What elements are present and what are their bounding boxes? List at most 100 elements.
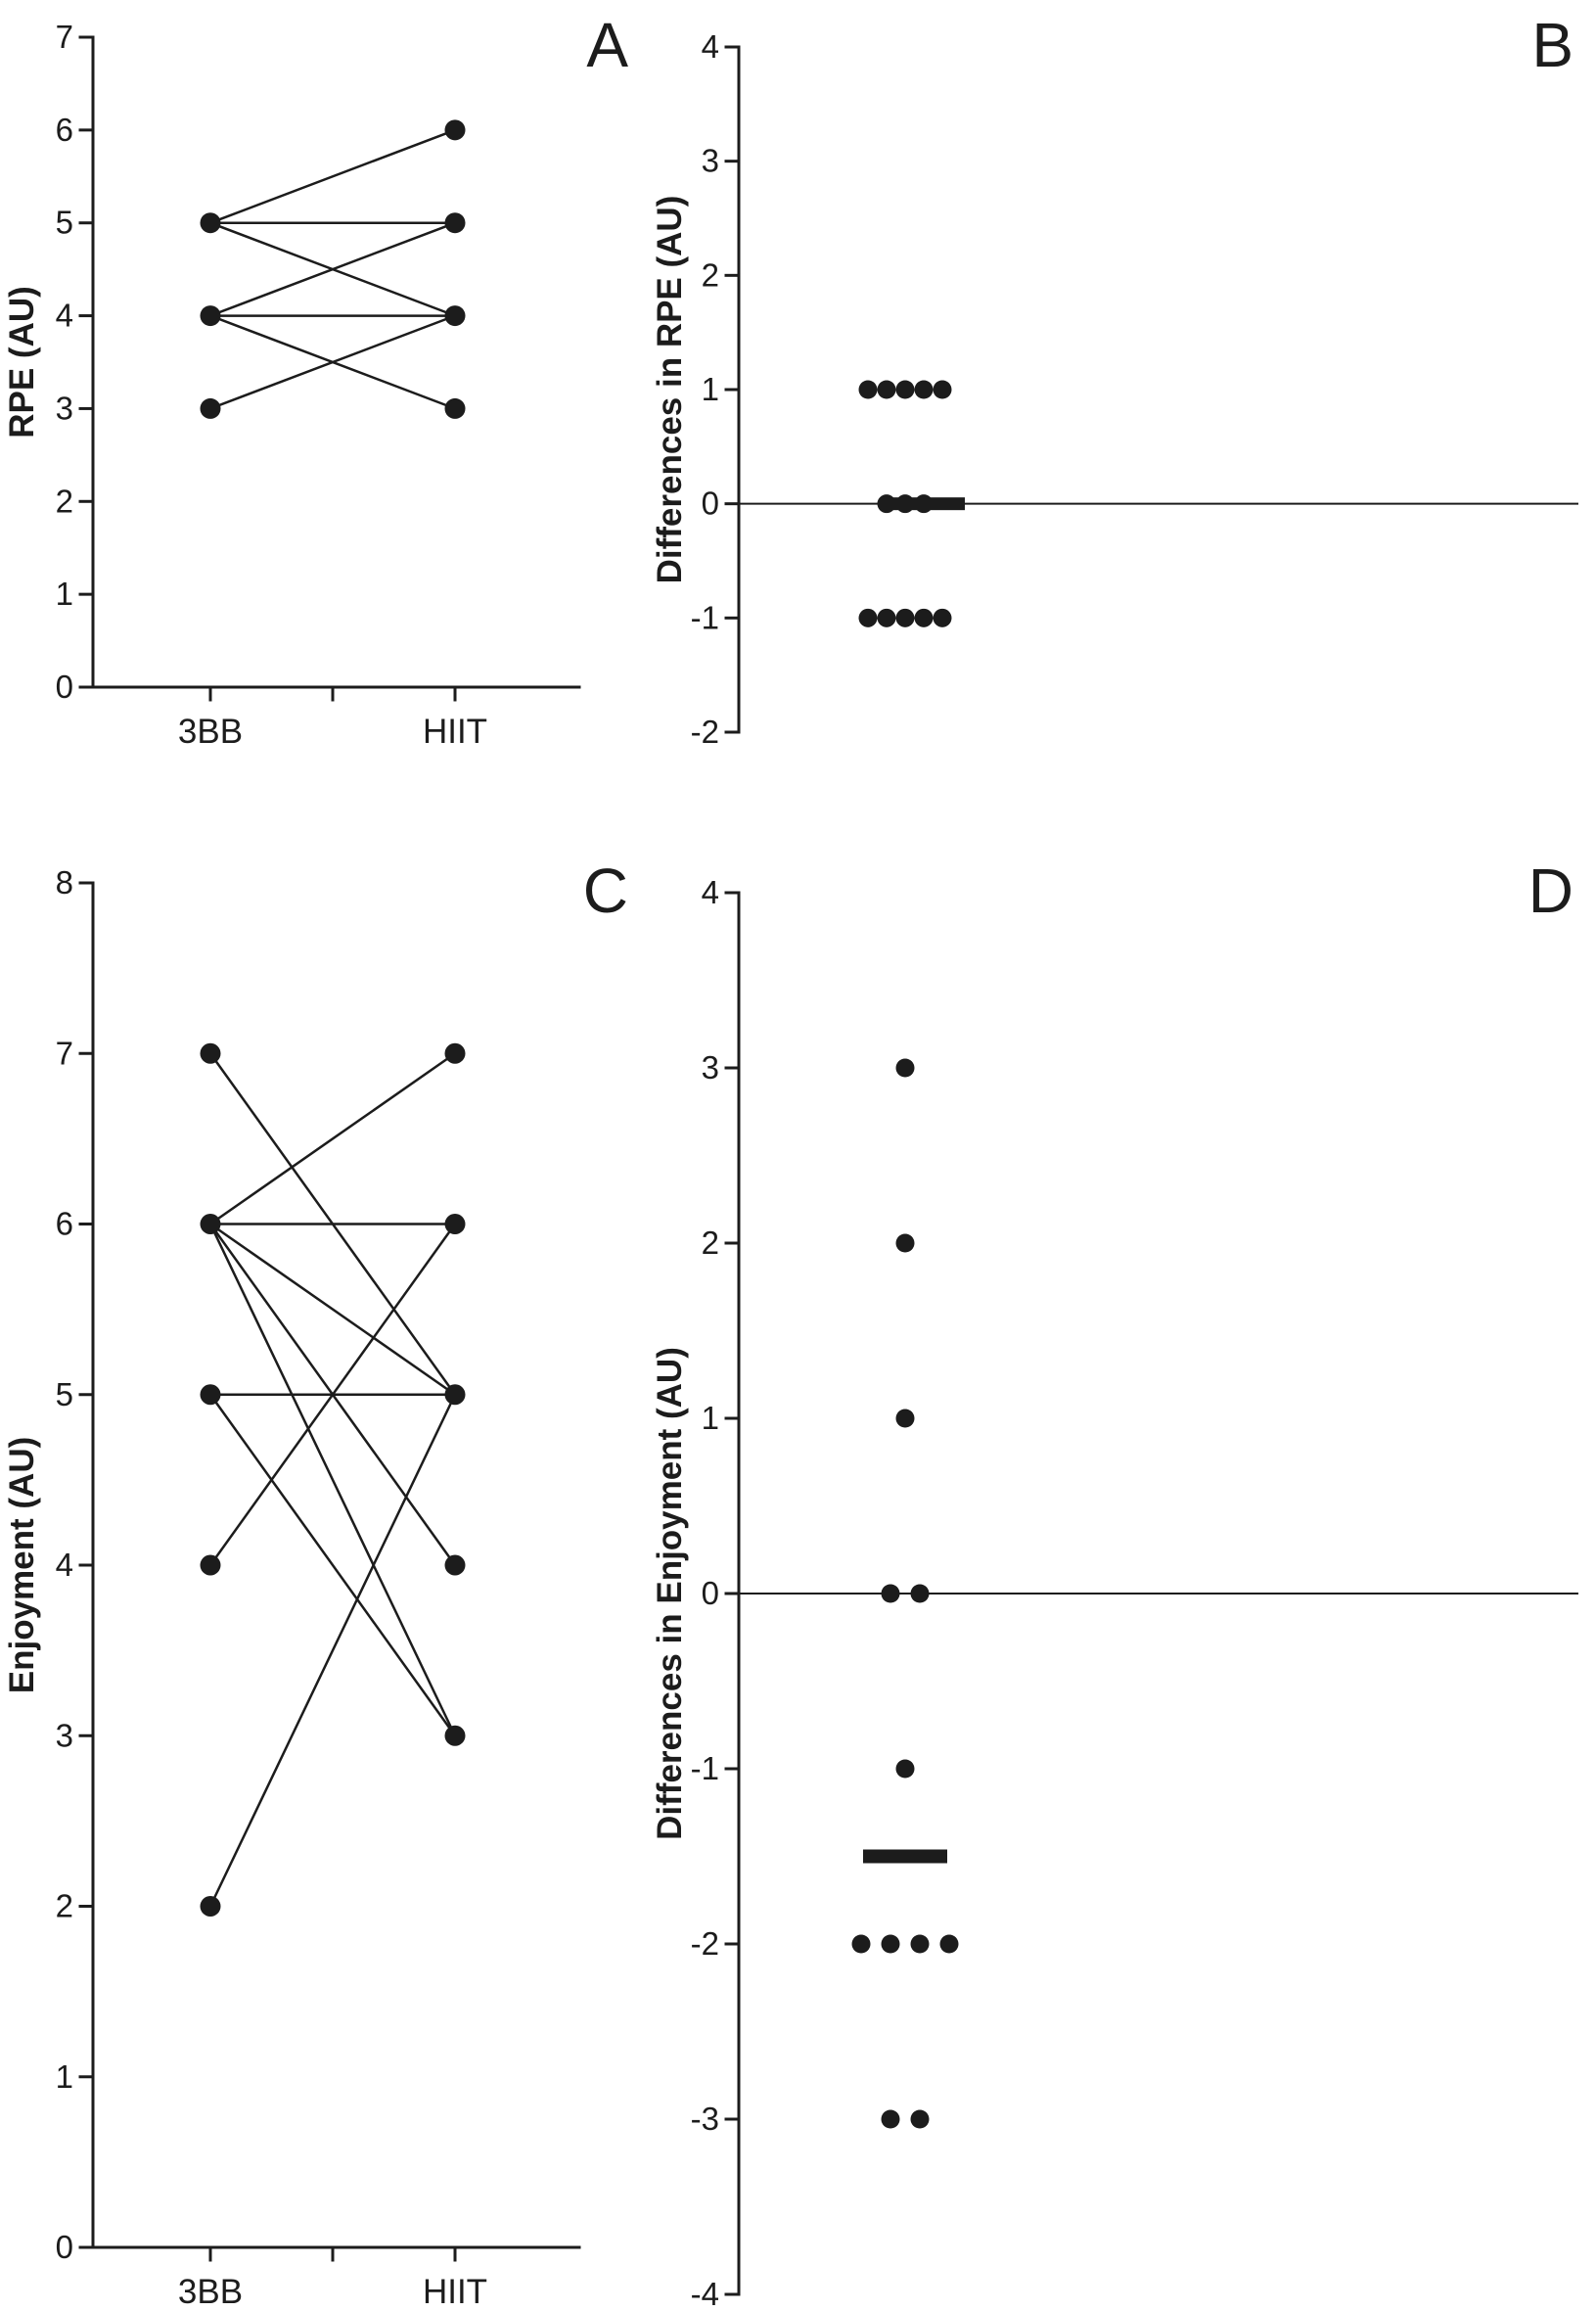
data-point: [200, 212, 221, 234]
chart-A: 0 1 2 3 4 5 6 7 RPE (AU) A 3BB HIIT: [3, 10, 628, 751]
panel-rpe-differences: -2 -1 0 1 2 3 4 Differences in RPE (AU) B: [646, 0, 1596, 773]
pair-line: [208, 1393, 457, 1737]
data-point: [910, 1584, 930, 1603]
y-tick-label: 4: [56, 1547, 73, 1583]
data-point: [858, 380, 878, 399]
pair-line: [208, 1222, 457, 1737]
y-tick-label: 0: [56, 669, 73, 705]
chart-D: -4 -3 -2 -1 0 1 2 3 4 Differences in Enjoyment (A…: [651, 855, 1578, 2311]
y-tick-label: 2: [702, 1225, 719, 1261]
y-axis-title: Differences in Enjoyment (AU): [651, 1347, 689, 1840]
data-point: [895, 1409, 915, 1428]
data-point: [881, 1934, 900, 1954]
data-point: [200, 1554, 221, 1576]
y-tick-label: 1: [702, 1400, 719, 1436]
data-point: [933, 608, 952, 627]
y-tick-label: -1: [691, 1750, 719, 1786]
panel-letter-D: D: [1528, 855, 1573, 926]
data-point: [877, 608, 896, 627]
panel-enjoyment-paired: 0 1 2 3 4 5 6 7 8 Enjoyment (AU) C 3BB HIIT: [0, 773, 646, 2311]
y-tick-label: 2: [56, 1888, 73, 1924]
data-point: [858, 608, 878, 627]
pair-line: [208, 1051, 457, 1226]
pair-line: [208, 1393, 457, 1909]
y-tick-label: -2: [691, 1925, 719, 1962]
data-point: [881, 2109, 900, 2129]
data-point: [200, 1214, 221, 1234]
data-point: [444, 1214, 466, 1234]
y-tick-label: -4: [691, 2276, 719, 2311]
data-point: [877, 380, 896, 399]
y-axis-title: Enjoyment (AU): [3, 1437, 41, 1694]
data-point: [881, 1584, 900, 1603]
data-point: [444, 305, 466, 327]
panel-letter-B: B: [1531, 10, 1573, 80]
y-tick-label: 3: [702, 143, 719, 179]
y-tick-label: 2: [702, 256, 719, 293]
y-tick-label: 3: [56, 1717, 73, 1753]
y-tick-label: 4: [56, 298, 73, 334]
data-point: [444, 212, 466, 234]
y-tick-label: 2: [56, 483, 73, 519]
y-tick-label: 6: [56, 1206, 73, 1242]
data-point: [914, 608, 934, 627]
pair-line: [208, 221, 457, 318]
y-axis-title: RPE (AU): [3, 286, 41, 439]
data-point: [444, 119, 466, 141]
y-tick-label: 6: [56, 112, 73, 148]
data-point: [200, 1384, 221, 1406]
y-tick-label: 1: [56, 576, 73, 612]
y-tick-label: 0: [702, 485, 719, 522]
y-tick-label: 7: [56, 19, 73, 55]
y-tick-label: 5: [56, 205, 73, 241]
y-tick-label: 5: [56, 1376, 73, 1412]
data-point: [444, 1384, 466, 1406]
panel-enjoyment-differences: -4 -3 -2 -1 0 1 2 3 4 Differences in Enjoyment (A…: [646, 773, 1596, 2311]
category-label-HIIT: HIIT: [423, 713, 487, 751]
y-tick-label: 4: [702, 28, 719, 65]
data-point: [851, 1934, 871, 1954]
data-point: [895, 1058, 915, 1078]
y-tick-label: 1: [702, 371, 719, 407]
y-tick-label: 4: [702, 874, 719, 910]
data-point: [444, 1725, 466, 1746]
y-tick-label: 1: [56, 2058, 73, 2095]
y-tick-label: 0: [56, 2229, 73, 2265]
y-tick-label: 3: [702, 1049, 719, 1086]
data-point: [895, 1233, 915, 1253]
data-point: [895, 608, 915, 627]
category-label-3BB: 3BB: [178, 713, 243, 751]
data-point: [910, 1934, 930, 1954]
y-tick-label: 7: [56, 1035, 73, 1071]
y-tick-label: 0: [702, 1575, 719, 1611]
data-point: [200, 1896, 221, 1917]
category-label-HIIT: HIIT: [423, 2273, 487, 2311]
y-tick-label: 3: [56, 390, 73, 426]
y-axis-title: Differences in RPE (AU): [651, 196, 689, 584]
panel-rpe-paired: 0 1 2 3 4 5 6 7 RPE (AU) A 3BB HIIT: [0, 0, 646, 773]
data-point: [444, 1554, 466, 1576]
y-tick-label: 8: [56, 864, 73, 901]
data-point: [444, 1042, 466, 1064]
data-point: [200, 305, 221, 327]
pair-line: [208, 1222, 457, 1567]
y-tick-label: -1: [691, 599, 719, 635]
data-point: [895, 380, 915, 399]
data-point: [939, 1934, 959, 1954]
panel-letter-A: A: [586, 10, 628, 80]
pair-line: [208, 313, 457, 411]
data-point: [895, 1759, 915, 1779]
pair-line: [208, 128, 457, 225]
chart-B: -2 -1 0 1 2 3 4 Differences in RPE (AU) B: [651, 10, 1578, 750]
pair-line: [208, 1222, 457, 1397]
panel-letter-C: C: [583, 855, 628, 926]
category-label-3BB: 3BB: [178, 2273, 243, 2311]
chart-C: 0 1 2 3 4 5 6 7 8 Enjoyment (AU) C 3BB HIIT: [3, 855, 628, 2311]
data-point: [933, 380, 952, 399]
y-tick-label: -3: [691, 2101, 719, 2137]
data-point: [910, 2109, 930, 2129]
data-point: [914, 380, 934, 399]
median-bar: [863, 1849, 947, 1864]
data-point: [444, 397, 466, 419]
